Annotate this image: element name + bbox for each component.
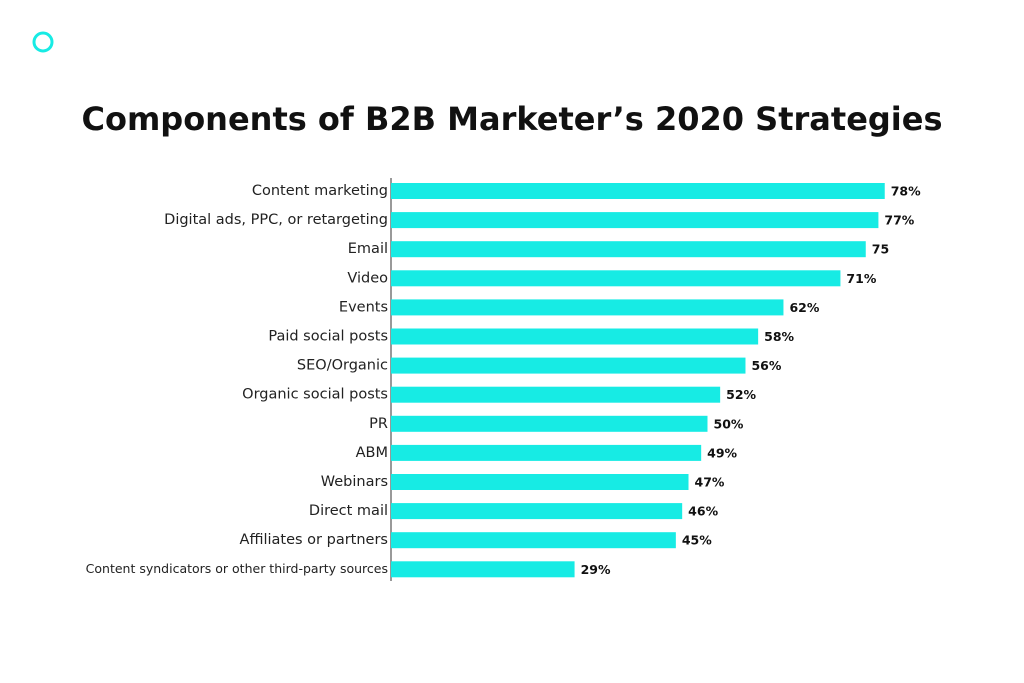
value-label: 29% [581,562,611,577]
bar [391,212,879,229]
value-label: 45% [682,533,712,548]
category-label: Affiliates or partners [240,532,388,548]
value-label: 52% [726,387,756,402]
bar [391,357,746,374]
logo-ring [32,31,54,53]
bar [391,183,885,199]
category-label: Digital ads, PPC, or retargeting [164,212,388,228]
category-label: Webinars [321,474,388,490]
bar [391,270,841,287]
value-label: 78% [891,184,921,199]
value-label: 50% [714,416,744,431]
category-label: Content syndicators or other third-party… [86,561,388,576]
value-label: 62% [789,300,819,315]
bar [391,561,575,578]
bar [391,415,708,432]
category-label: Email [348,241,388,257]
value-label: 77% [884,213,914,228]
bar [391,241,866,258]
category-label: Organic social posts [242,387,388,403]
bar [391,532,676,549]
category-label: SEO/Organic [297,358,388,374]
bar [391,474,689,490]
bar [391,299,784,316]
category-label: ABM [356,445,388,461]
value-label: 58% [764,329,794,344]
value-label: 49% [707,445,737,460]
value-label: 71% [846,271,876,286]
value-label: 47% [695,475,725,490]
value-label: 56% [751,358,781,373]
value-label: 75 [872,242,889,257]
bar [391,328,759,345]
category-label: Content marketing [252,183,388,199]
category-label: Paid social posts [268,329,388,345]
category-label: Video [347,270,388,286]
category-label: Events [339,299,388,315]
category-label: PR [369,416,388,432]
chart-title: Components of B2B Marketer’s 2020 Strate… [81,100,942,138]
bar [391,503,683,520]
value-label: 46% [688,504,718,519]
category-label: Direct mail [309,503,388,519]
bar [391,386,721,403]
bar [391,444,702,461]
